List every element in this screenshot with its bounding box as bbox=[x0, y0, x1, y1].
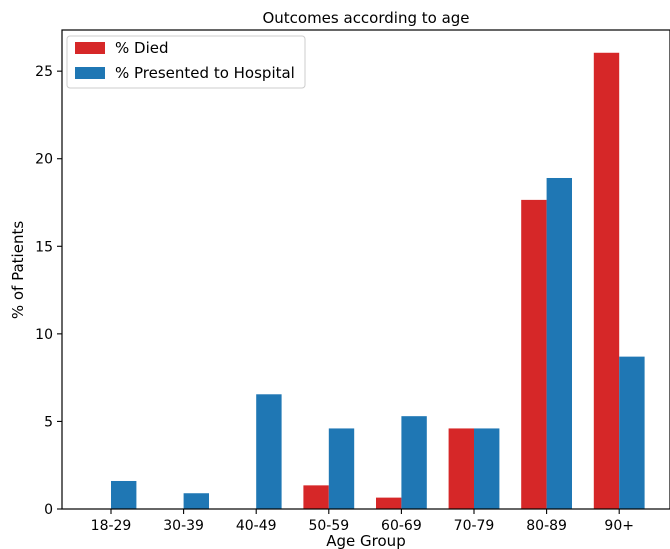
bar-presented-90+ bbox=[619, 356, 645, 509]
y-tick-label-25: 25 bbox=[35, 64, 53, 80]
x-tick-label-90+: 90+ bbox=[604, 518, 634, 534]
y-tick-label-20: 20 bbox=[35, 152, 53, 168]
plot-frame bbox=[61, 29, 670, 510]
bar-died-80-89 bbox=[521, 199, 547, 509]
y-axis-ticks: 0 5 10 15 20 25 bbox=[35, 64, 62, 518]
chart-title: Outcomes according to age bbox=[262, 9, 469, 27]
bar-presented-30-39 bbox=[183, 493, 209, 509]
bar-died-70-79 bbox=[448, 428, 474, 509]
bars-group bbox=[111, 52, 645, 510]
bar-presented-18-29 bbox=[111, 480, 137, 509]
bar-died-60-69 bbox=[376, 497, 402, 509]
y-tick-label-15: 15 bbox=[35, 239, 53, 255]
y-axis-title: % of Patients bbox=[9, 221, 27, 319]
bar-presented-50-59 bbox=[328, 428, 355, 509]
x-tick-label-40-49: 40-49 bbox=[236, 518, 277, 534]
x-tick-label-18-29: 18-29 bbox=[91, 518, 132, 534]
y-tick-label-10: 10 bbox=[35, 327, 53, 343]
bar-presented-70-79 bbox=[474, 428, 500, 509]
legend-swatch-died bbox=[75, 42, 105, 54]
legend-box bbox=[66, 35, 306, 89]
legend-label-presented: % Presented to Hospital bbox=[115, 64, 295, 82]
legend-label-died: % Died bbox=[115, 39, 169, 57]
x-tick-label-50-59: 50-59 bbox=[308, 518, 349, 534]
x-tick-label-60-69: 60-69 bbox=[381, 518, 422, 534]
bar-presented-80-89 bbox=[546, 177, 572, 510]
x-tick-label-80-89: 80-89 bbox=[526, 518, 567, 534]
x-tick-label-70-79: 70-79 bbox=[454, 518, 495, 534]
y-tick-label-0: 0 bbox=[44, 502, 53, 518]
legend: % Died % Presented to Hospital bbox=[66, 35, 306, 89]
x-axis-title: Age Group bbox=[326, 532, 405, 549]
x-tick-label-30-39: 30-39 bbox=[163, 518, 204, 534]
bar-presented-60-69 bbox=[401, 416, 427, 509]
bar-died-50-59 bbox=[303, 485, 329, 509]
bar-presented-40-49 bbox=[256, 394, 282, 509]
legend-swatch-presented bbox=[75, 67, 105, 79]
x-axis-ticks: 18-29 30-39 40-49 50-59 60-69 70-79 80-89 90+ bbox=[91, 509, 634, 534]
bar-died-90+ bbox=[593, 52, 620, 510]
y-tick-label-5: 5 bbox=[44, 414, 53, 430]
